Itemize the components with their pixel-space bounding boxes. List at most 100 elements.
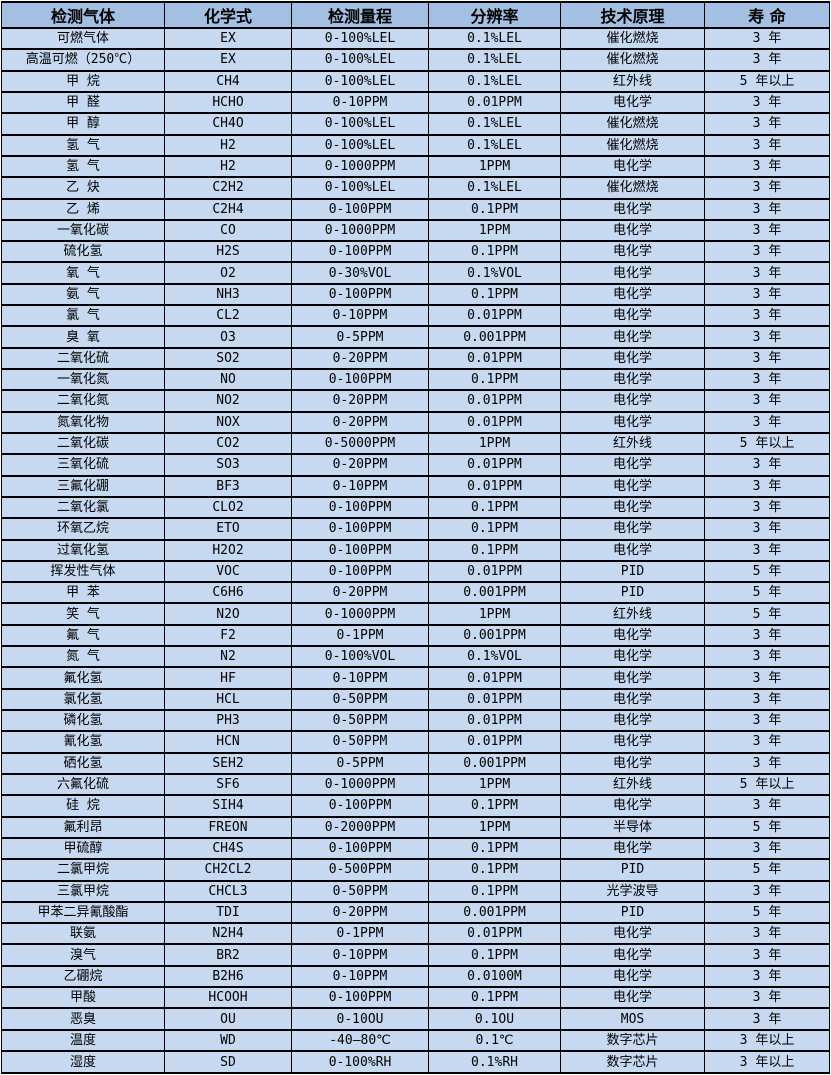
cell-resolution: 0.01PPM (428, 922, 561, 946)
cell-range: 0-30%VOL (291, 261, 429, 285)
cell-lifespan: 5 年 (704, 602, 830, 626)
cell-formula: SO3 (164, 453, 292, 477)
cell-resolution: 0.1%VOL (428, 645, 561, 669)
cell-resolution: 0.01PPM (428, 389, 561, 413)
cell-principle: 电化学 (560, 517, 705, 541)
cell-gas: 氰化氢 (1, 730, 165, 754)
cell-principle: 数字芯片 (560, 1028, 705, 1053)
cell-range: 0-5000PPM (291, 431, 429, 456)
cell-lifespan: 3 年 (704, 986, 830, 1010)
cell-range: 0-100PPM (291, 517, 429, 541)
cell-range: 0-500PPM (291, 858, 429, 882)
cell-gas: 氢 气 (1, 133, 165, 157)
table-row: 甲苯二异氰酸酯 TDI 0-20PPM 0.001PPM PID 5 年 (1, 900, 830, 925)
cell-resolution: 0.01PPM (428, 346, 561, 371)
cell-lifespan: 3 年 (704, 1007, 830, 1031)
cell-resolution: 1PPM (428, 602, 561, 626)
cell-lifespan: 3 年 (704, 623, 830, 648)
cell-principle: 电化学 (560, 751, 705, 775)
cell-principle: 电化学 (560, 623, 705, 648)
cell-principle: 电化学 (560, 410, 705, 434)
cell-formula: O2 (164, 261, 292, 285)
cell-gas: 环氧乙烷 (1, 517, 165, 541)
cell-formula: HCHO (164, 90, 292, 115)
cell-lifespan: 3 年 (704, 48, 830, 72)
table-body: 可燃气体 EX 0-100%LEL 0.1%LEL 催化燃烧 3 年高温可燃（250℃） E… (1, 26, 830, 1074)
cell-gas: 硫化氢 (1, 240, 165, 264)
cell-lifespan: 5 年 (704, 815, 830, 839)
cell-gas: 过氧化氢 (1, 538, 165, 562)
cell-range: 0-100PPM (291, 559, 429, 584)
cell-gas: 三氧化硫 (1, 453, 165, 477)
cell-lifespan: 3 年 (704, 943, 830, 967)
cell-principle: 电化学 (560, 687, 705, 712)
cell-gas: 氮氧化物 (1, 410, 165, 434)
col-header-resolution: 分辨率 (428, 1, 561, 29)
cell-lifespan: 3 年 (704, 964, 830, 989)
table-row: 氨 气 NH3 0-100PPM 0.1PPM 电化学 3 年 (1, 282, 830, 307)
table-row: 氟 气 F2 0-1PPM 0.001PPM 电化学 3 年 (1, 623, 830, 648)
cell-resolution: 0.1PPM (428, 986, 561, 1010)
cell-principle: 电化学 (560, 474, 705, 498)
cell-resolution: 0.001PPM (428, 325, 561, 349)
cell-lifespan: 3 年 (704, 730, 830, 754)
cell-principle: 催化燃烧 (560, 48, 705, 72)
cell-resolution: 0.01PPM (428, 559, 561, 584)
cell-lifespan: 3 年 (704, 26, 830, 51)
cell-gas: 一氧化碳 (1, 218, 165, 243)
table-row: 联氨 N2H4 0-1PPM 0.01PPM 电化学 3 年 (1, 922, 830, 946)
cell-range: 0-50PPM (291, 879, 429, 903)
cell-gas: 氟 气 (1, 623, 165, 648)
cell-formula: C6H6 (164, 581, 292, 605)
cell-range: 0-1PPM (291, 922, 429, 946)
table-row: 臭 氧 O3 0-5PPM 0.001PPM 电化学 3 年 (1, 325, 830, 349)
cell-formula: H2 (164, 133, 292, 157)
cell-gas: 磷化氢 (1, 708, 165, 733)
cell-gas: 氟化氢 (1, 666, 165, 690)
cell-gas: 乙 炔 (1, 176, 165, 200)
cell-formula: B2H6 (164, 964, 292, 989)
cell-range: 0-50PPM (291, 687, 429, 712)
cell-range: 0-1000PPM (291, 772, 429, 797)
cell-range: 0-10OU (291, 1007, 429, 1031)
cell-formula: HCOOH (164, 986, 292, 1010)
table-row: 甲 醛 HCHO 0-10PPM 0.01PPM 电化学 3 年 (1, 90, 830, 115)
cell-principle: 电化学 (560, 943, 705, 967)
cell-principle: PID (560, 858, 705, 882)
cell-formula: HF (164, 666, 292, 690)
cell-gas: 氮 气 (1, 645, 165, 669)
table-row: 湿度 SD 0-100%RH 0.1%RH 数字芯片 3 年以上 (1, 1050, 830, 1074)
cell-range: 0-1000PPM (291, 218, 429, 243)
cell-resolution: 0.1%LEL (428, 48, 561, 72)
cell-formula: BF3 (164, 474, 292, 498)
cell-formula: N2 (164, 645, 292, 669)
cell-range: 0-100%LEL (291, 176, 429, 200)
cell-principle: 电化学 (560, 389, 705, 413)
table-row: 乙 烯 C2H4 0-100PPM 0.1PPM 电化学 3 年 (1, 197, 830, 221)
table-row: 甲酸 HCOOH 0-100PPM 0.1PPM 电化学 3 年 (1, 986, 830, 1010)
table-row: 可燃气体 EX 0-100%LEL 0.1%LEL 催化燃烧 3 年 (1, 26, 830, 51)
cell-range: 0-100PPM (291, 538, 429, 562)
cell-gas: 溴气 (1, 943, 165, 967)
cell-principle: 电化学 (560, 794, 705, 818)
table-row: 温度 WD -40—80℃ 0.1℃ 数字芯片 3 年以上 (1, 1028, 830, 1053)
cell-resolution: 0.1%LEL (428, 133, 561, 157)
cell-gas: 联氨 (1, 922, 165, 946)
table-header: 检测气体 化学式 检测量程 分辨率 技术原理寿 命 (1, 1, 830, 29)
cell-formula: NH3 (164, 282, 292, 307)
cell-gas: 硅 烷 (1, 794, 165, 818)
cell-gas: 臭 氧 (1, 325, 165, 349)
cell-principle: 电化学 (560, 495, 705, 520)
cell-range: 0-100PPM (291, 495, 429, 520)
cell-gas: 氧 气 (1, 261, 165, 285)
cell-gas: 温度 (1, 1028, 165, 1053)
cell-gas: 甲硫醇 (1, 836, 165, 861)
cell-range: 0-100%LEL (291, 112, 429, 136)
table-row: 二氯甲烷 CH2CL2 0-500PPM 0.1PPM PID 5 年 (1, 858, 830, 882)
cell-resolution: 0.1PPM (428, 197, 561, 221)
cell-gas: 氯 气 (1, 304, 165, 328)
cell-principle: 催化燃烧 (560, 26, 705, 51)
cell-range: 0-100PPM (291, 197, 429, 221)
cell-formula: H2 (164, 154, 292, 179)
